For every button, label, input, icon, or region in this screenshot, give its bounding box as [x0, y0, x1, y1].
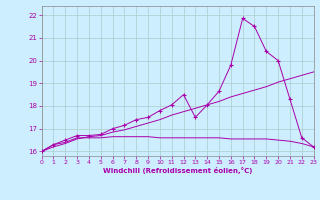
X-axis label: Windchill (Refroidissement éolien,°C): Windchill (Refroidissement éolien,°C): [103, 167, 252, 174]
